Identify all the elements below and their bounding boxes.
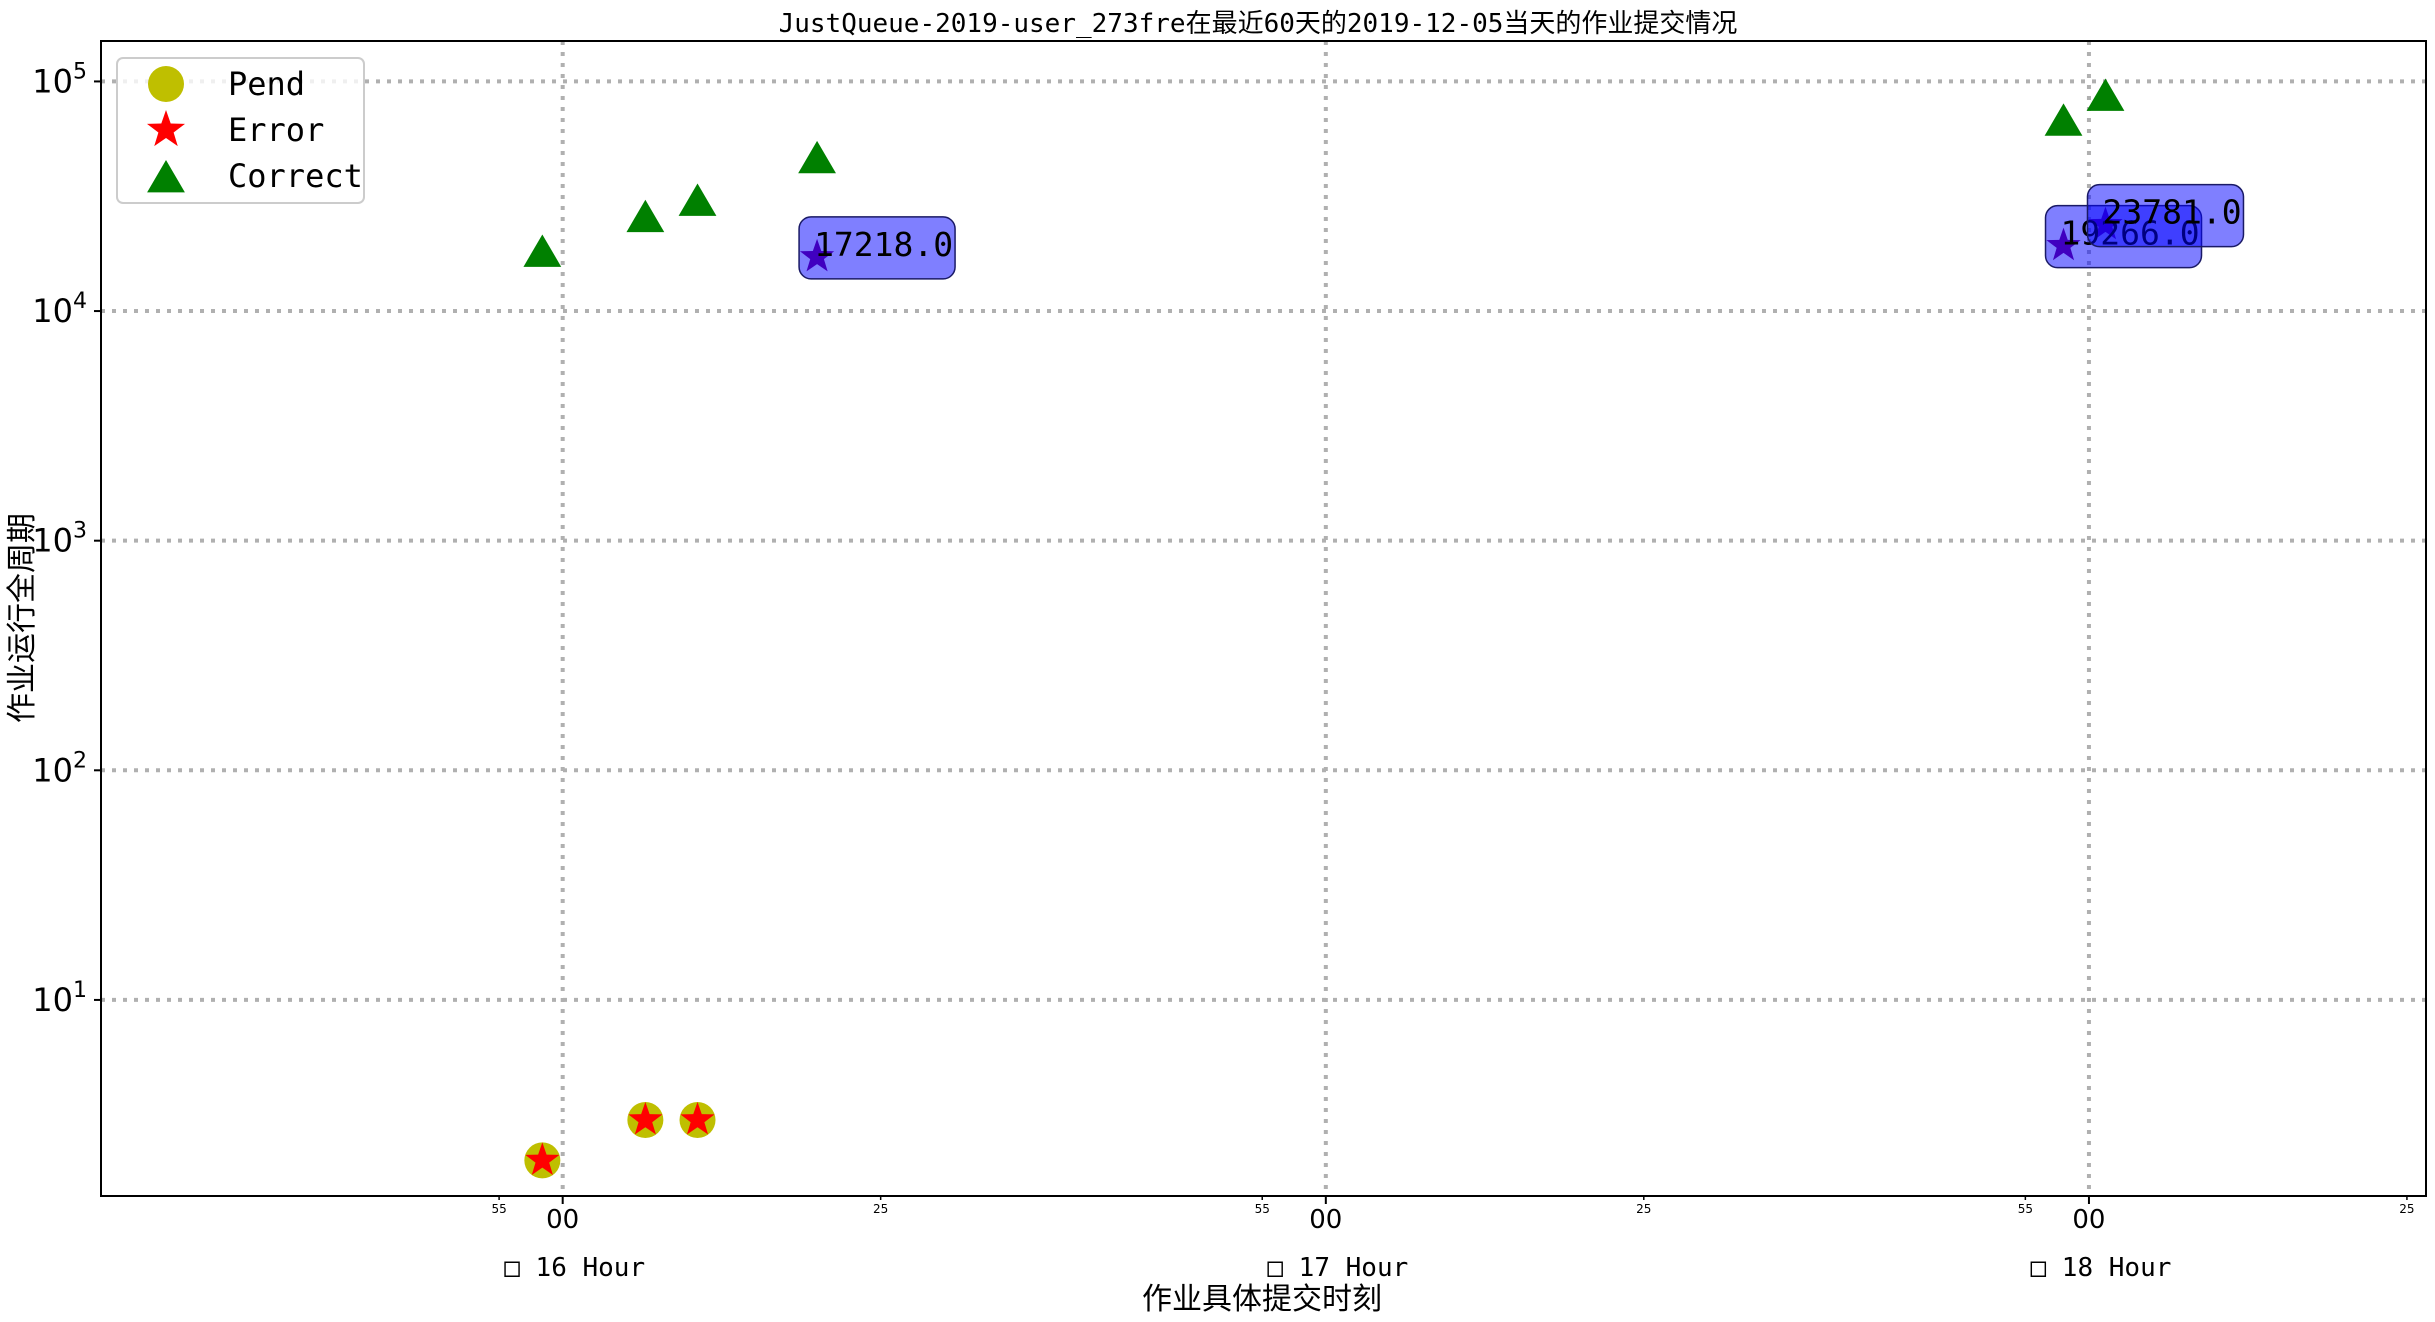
x-minor-tick-label: 55 bbox=[491, 1202, 506, 1216]
y-tick-base: 10 bbox=[32, 62, 73, 100]
y-tick-exponent: 1 bbox=[73, 978, 87, 1003]
legend-error-marker bbox=[146, 110, 186, 147]
hour-label: □ 18 Hour bbox=[2031, 1253, 2172, 1283]
y-tick-label: 102 bbox=[32, 748, 87, 789]
y-tick-base: 10 bbox=[32, 522, 73, 560]
x-minor-tick-label: 25 bbox=[873, 1202, 888, 1216]
error-point bbox=[680, 1102, 715, 1135]
legend-label: Pend bbox=[228, 65, 305, 103]
error-point bbox=[628, 1102, 663, 1135]
y-tick-base: 10 bbox=[32, 981, 73, 1019]
x-minor-tick-label: 25 bbox=[2399, 1202, 2414, 1216]
legend-label: Correct bbox=[228, 157, 363, 195]
chart-title: JustQueue-2019-user_273fre在最近60天的2019-12… bbox=[779, 9, 1738, 39]
legend-pend-marker bbox=[148, 66, 184, 102]
x-minor-tick-label: 55 bbox=[2018, 1202, 2033, 1216]
correct-point bbox=[2044, 103, 2083, 136]
y-tick-exponent: 4 bbox=[73, 289, 87, 314]
annotation-label: 17218.0 bbox=[814, 225, 953, 264]
y-tick-exponent: 3 bbox=[73, 519, 87, 544]
annotation-label: 23781.0 bbox=[2102, 193, 2241, 232]
hour-label: □ 16 Hour bbox=[504, 1253, 645, 1283]
y-tick-label: 104 bbox=[32, 289, 87, 330]
annotation-box bbox=[798, 216, 956, 280]
y-tick-exponent: 2 bbox=[73, 748, 87, 773]
correct-point bbox=[678, 183, 717, 216]
grid-lines bbox=[101, 41, 2426, 1196]
y-tick-label: 105 bbox=[32, 59, 87, 100]
y-tick-base: 10 bbox=[32, 751, 73, 789]
correct-point bbox=[2086, 78, 2125, 111]
correct-point bbox=[626, 199, 665, 233]
y-axis-label: 作业运行全周期 bbox=[5, 513, 40, 723]
y-tick-label: 103 bbox=[32, 519, 87, 560]
y-tick-label: 101 bbox=[32, 978, 87, 1019]
y-tick-exponent: 5 bbox=[73, 59, 87, 84]
legend-correct-marker bbox=[147, 160, 185, 193]
annotation-box bbox=[2086, 183, 2245, 248]
x-major-tick-label: 00 bbox=[546, 1205, 579, 1235]
x-major-tick-label: 00 bbox=[1309, 1205, 1342, 1235]
correct-point bbox=[798, 140, 836, 174]
hour-label: □ 17 Hour bbox=[1267, 1253, 1408, 1283]
y-tick-base: 10 bbox=[32, 292, 73, 330]
x-major-tick-label: 00 bbox=[2072, 1205, 2105, 1235]
x-minor-tick-label: 55 bbox=[1255, 1202, 1270, 1216]
error-point bbox=[525, 1142, 560, 1175]
x-axis-label: 作业具体提交时刻 bbox=[1142, 1282, 1382, 1317]
x-axis-ticks: 00 00 00 55 25 55 25 55 25 □ 16 Hour □ 17 Hour □ 18… bbox=[491, 1196, 2415, 1283]
legend: Pend Error Correct bbox=[116, 57, 365, 204]
correct-point bbox=[523, 234, 562, 267]
legend-label: Error bbox=[228, 111, 324, 149]
data-points bbox=[523, 78, 2125, 1179]
plot-frame bbox=[100, 40, 2427, 1197]
x-minor-tick-label: 25 bbox=[1636, 1202, 1651, 1216]
